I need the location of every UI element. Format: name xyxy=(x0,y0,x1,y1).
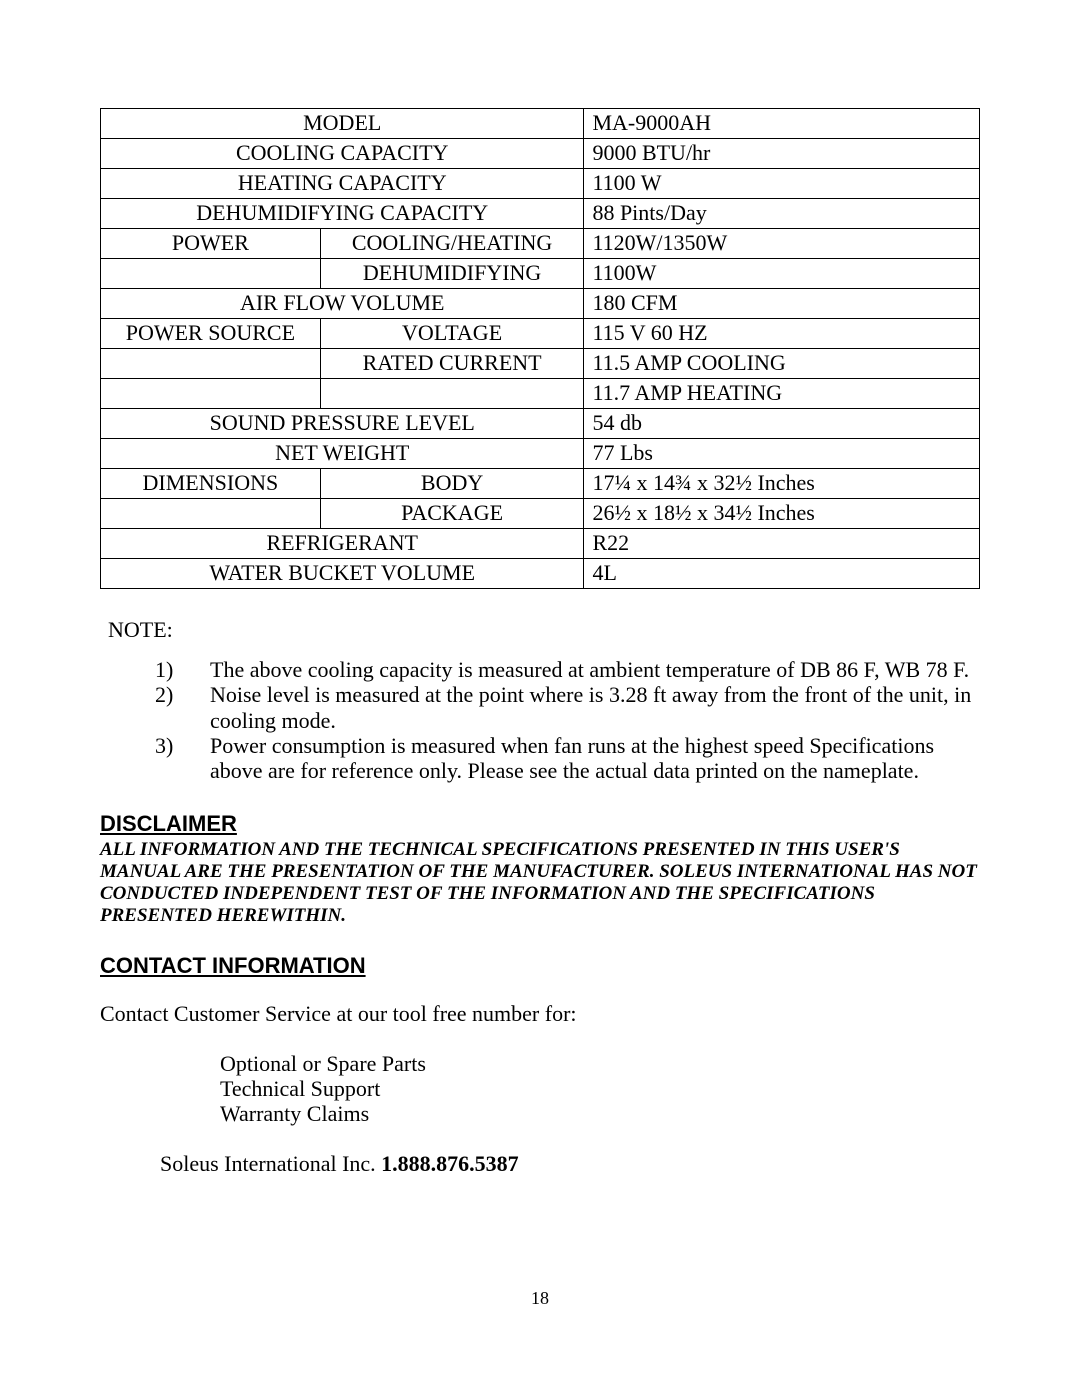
spec-value: R22 xyxy=(584,529,980,559)
spec-label: WATER BUCKET VOLUME xyxy=(101,559,584,589)
spec-value: 54 db xyxy=(584,409,980,439)
spec-label: HEATING CAPACITY xyxy=(101,169,584,199)
table-row: HEATING CAPACITY1100 W xyxy=(101,169,980,199)
list-item: Technical Support xyxy=(220,1076,980,1101)
list-item: The above cooling capacity is measured a… xyxy=(210,657,980,682)
list-item: Power consumption is measured when fan r… xyxy=(210,733,980,784)
spec-sublabel: COOLING/HEATING xyxy=(320,229,584,259)
spec-label xyxy=(101,349,321,379)
spec-sublabel xyxy=(320,379,584,409)
company-line: Soleus International Inc. 1.888.876.5387 xyxy=(160,1151,980,1177)
page-content: MODELMA-9000AH COOLING CAPACITY9000 BTU/… xyxy=(0,0,1080,1177)
spec-sublabel: DEHUMIDIFYING xyxy=(320,259,584,289)
table-row: COOLING CAPACITY9000 BTU/hr xyxy=(101,139,980,169)
spec-sublabel: VOLTAGE xyxy=(320,319,584,349)
spec-value: 1120W/1350W xyxy=(584,229,980,259)
spec-sublabel: RATED CURRENT xyxy=(320,349,584,379)
spec-value: 11.7 AMP HEATING xyxy=(584,379,980,409)
spec-label: MODEL xyxy=(101,109,584,139)
spec-label: DEHUMIDIFYING CAPACITY xyxy=(101,199,584,229)
spec-value: 88 Pints/Day xyxy=(584,199,980,229)
table-row: RATED CURRENT11.5 AMP COOLING xyxy=(101,349,980,379)
table-row: DIMENSIONSBODY17¼ x 14¾ x 32½ Inches xyxy=(101,469,980,499)
spec-sublabel: PACKAGE xyxy=(320,499,584,529)
spec-label xyxy=(101,379,321,409)
notes-list: The above cooling capacity is measured a… xyxy=(100,657,980,783)
spec-label: COOLING CAPACITY xyxy=(101,139,584,169)
phone-number: 1.888.876.5387 xyxy=(381,1151,519,1176)
contact-heading: CONTACT INFORMATION xyxy=(100,953,980,979)
spec-label: NET WEIGHT xyxy=(101,439,584,469)
spec-label: AIR FLOW VOLUME xyxy=(101,289,584,319)
spec-value: MA-9000AH xyxy=(584,109,980,139)
table-row: DEHUMIDIFYING CAPACITY88 Pints/Day xyxy=(101,199,980,229)
table-row: REFRIGERANTR22 xyxy=(101,529,980,559)
table-row: POWER SOURCEVOLTAGE115 V 60 HZ xyxy=(101,319,980,349)
contact-intro: Contact Customer Service at our tool fre… xyxy=(100,1001,980,1027)
table-row: MODELMA-9000AH xyxy=(101,109,980,139)
company-name: Soleus International Inc. xyxy=(160,1151,376,1176)
spec-value: 17¼ x 14¾ x 32½ Inches xyxy=(584,469,980,499)
spec-label xyxy=(101,499,321,529)
spec-value: 11.5 AMP COOLING xyxy=(584,349,980,379)
table-row: NET WEIGHT77 Lbs xyxy=(101,439,980,469)
spec-table: MODELMA-9000AH COOLING CAPACITY9000 BTU/… xyxy=(100,108,980,589)
table-row: 11.7 AMP HEATING xyxy=(101,379,980,409)
table-row: POWERCOOLING/HEATING1120W/1350W xyxy=(101,229,980,259)
spec-label: POWER SOURCE xyxy=(101,319,321,349)
spec-value: 9000 BTU/hr xyxy=(584,139,980,169)
table-row: AIR FLOW VOLUME180 CFM xyxy=(101,289,980,319)
note-heading: NOTE: xyxy=(108,617,980,643)
spec-label xyxy=(101,259,321,289)
spec-value: 115 V 60 HZ xyxy=(584,319,980,349)
list-item: Warranty Claims xyxy=(220,1101,980,1126)
disclaimer-heading: DISCLAIMER xyxy=(100,811,980,837)
list-item: Optional or Spare Parts xyxy=(220,1051,980,1076)
list-item: Noise level is measured at the point whe… xyxy=(210,682,980,733)
spec-label: DIMENSIONS xyxy=(101,469,321,499)
spec-value: 26½ x 18½ x 34½ Inches xyxy=(584,499,980,529)
spec-label: SOUND PRESSURE LEVEL xyxy=(101,409,584,439)
spec-value: 180 CFM xyxy=(584,289,980,319)
table-row: SOUND PRESSURE LEVEL54 db xyxy=(101,409,980,439)
spec-value: 4L xyxy=(584,559,980,589)
spec-value: 77 Lbs xyxy=(584,439,980,469)
contact-list: Optional or Spare Parts Technical Suppor… xyxy=(220,1051,980,1127)
page-number: 18 xyxy=(0,1288,1080,1309)
spec-value: 1100W xyxy=(584,259,980,289)
table-row: DEHUMIDIFYING1100W xyxy=(101,259,980,289)
spec-label: REFRIGERANT xyxy=(101,529,584,559)
table-row: WATER BUCKET VOLUME4L xyxy=(101,559,980,589)
spec-value: 1100 W xyxy=(584,169,980,199)
spec-label: POWER xyxy=(101,229,321,259)
spec-sublabel: BODY xyxy=(320,469,584,499)
disclaimer-body: ALL INFORMATION AND THE TECHNICAL SPECIF… xyxy=(100,839,980,926)
table-row: PACKAGE26½ x 18½ x 34½ Inches xyxy=(101,499,980,529)
